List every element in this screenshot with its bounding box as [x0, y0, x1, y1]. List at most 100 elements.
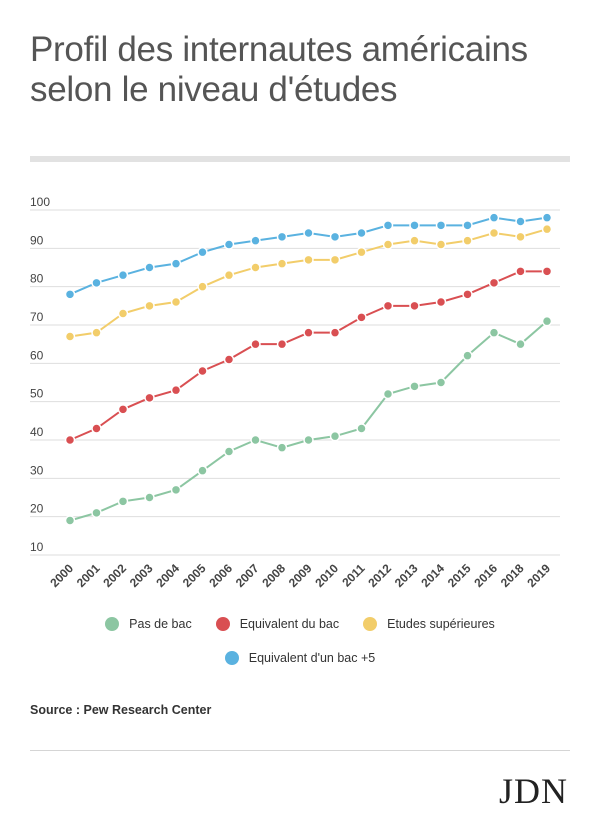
chart-title: Profil des internautes américains selon …: [30, 30, 528, 109]
legend-swatch-equivalent-du-bac: [215, 617, 230, 631]
data-point-equivalent-d-un-bac-5: [409, 220, 420, 231]
data-point-pas-de-bac: [276, 442, 288, 453]
data-point-equivalent-du-bac: [64, 434, 76, 446]
data-point-pas-de-bac: [515, 338, 526, 350]
x-tick-label: 2003: [127, 561, 156, 590]
y-tick-label: 100: [30, 195, 50, 209]
y-tick-label: 50: [30, 387, 44, 401]
data-point-equivalent-d-un-bac-5: [144, 262, 155, 273]
data-point-equivalent-du-bac: [356, 312, 367, 323]
legend-row-1: Pas de bac Equivalent du bac Etudes supé…: [0, 617, 600, 631]
data-point-etudes-superieures: [144, 300, 155, 312]
x-tick-label: 2016: [471, 561, 500, 590]
data-point-etudes-superieures: [91, 327, 102, 338]
data-point-equivalent-du-bac: [488, 277, 500, 289]
legend-swatch-pas-de-bac: [105, 617, 120, 631]
y-tick-label: 90: [30, 233, 44, 247]
y-tick-label: 60: [30, 348, 44, 362]
data-point-equivalent-du-bac: [91, 423, 102, 434]
data-point-equivalent-d-un-bac-5: [64, 289, 76, 300]
data-point-equivalent-d-un-bac-5: [329, 231, 341, 243]
data-point-pas-de-bac: [144, 492, 155, 503]
data-point-etudes-superieures: [329, 254, 341, 266]
data-point-etudes-superieures: [250, 262, 261, 273]
data-point-equivalent-du-bac: [250, 338, 261, 350]
data-point-equivalent-du-bac: [435, 296, 447, 308]
data-point-pas-de-bac: [435, 377, 447, 388]
y-tick-label: 80: [30, 272, 44, 286]
data-point-equivalent-d-un-bac-5: [462, 220, 473, 231]
data-point-equivalent-d-un-bac-5: [303, 227, 314, 239]
data-point-etudes-superieures: [64, 331, 76, 342]
legend-swatch-etudes-superieures: [363, 617, 378, 631]
data-point-equivalent-d-un-bac-5: [356, 227, 367, 239]
data-point-etudes-superieures: [170, 296, 182, 308]
legend-label-equivalent-du-bac: Equivalent du bac: [239, 617, 340, 631]
series-line-pas-de-bac: [69, 320, 548, 522]
data-point-etudes-superieures: [541, 223, 553, 235]
x-tick-label: 2015: [445, 561, 474, 590]
data-point-equivalent-du-bac: [541, 266, 553, 277]
data-point-equivalent-d-un-bac-5: [223, 239, 235, 250]
data-point-pas-de-bac: [303, 434, 314, 446]
x-tick-label: 2002: [100, 561, 129, 590]
legend-item-equivalent-bac-plus-5: Equivalent d'un bac +5: [224, 651, 375, 665]
data-point-equivalent-du-bac: [170, 384, 182, 396]
y-tick-label: 10: [30, 540, 44, 554]
data-point-pas-de-bac: [356, 423, 367, 434]
legend-swatch-equivalent-bac-plus-5: [224, 651, 239, 665]
series-line-etudes-superieures: [69, 228, 548, 338]
data-point-etudes-superieures: [462, 235, 473, 246]
data-point-equivalent-d-un-bac-5: [488, 212, 500, 223]
x-tick-label: 2013: [392, 561, 421, 590]
data-point-equivalent-du-bac: [276, 338, 288, 350]
data-point-pas-de-bac: [488, 327, 500, 338]
data-point-etudes-superieures: [488, 227, 500, 239]
data-point-pas-de-bac: [382, 388, 394, 400]
title-divider: [30, 156, 570, 162]
x-tick-label: 2007: [233, 561, 262, 590]
data-point-equivalent-du-bac: [197, 365, 208, 377]
x-tick-label: 2018: [498, 561, 527, 590]
data-point-pas-de-bac: [91, 507, 102, 519]
footer-divider: [30, 750, 570, 751]
data-point-equivalent-du-bac: [462, 289, 473, 300]
data-point-equivalent-d-un-bac-5: [276, 231, 288, 243]
data-point-equivalent-d-un-bac-5: [435, 220, 447, 231]
data-point-pas-de-bac: [409, 381, 420, 392]
x-tick-label: 2005: [180, 561, 209, 590]
source-note: Source : Pew Research Center: [30, 703, 212, 717]
jdn-logo: JDN: [498, 771, 568, 811]
line-chart: 1020304050607080901002000200120022003200…: [30, 195, 560, 590]
legend-row-2: Equivalent d'un bac +5: [0, 651, 600, 665]
data-point-equivalent-du-bac: [409, 300, 420, 312]
data-point-equivalent-d-un-bac-5: [170, 258, 182, 269]
data-point-equivalent-du-bac: [515, 266, 526, 277]
x-tick-label: 2009: [286, 561, 315, 590]
data-point-equivalent-d-un-bac-5: [117, 269, 129, 281]
data-point-equivalent-d-un-bac-5: [250, 235, 261, 246]
legend-item-etudes-superieures: Etudes supérieures: [363, 617, 495, 631]
data-point-equivalent-du-bac: [382, 300, 394, 312]
data-point-equivalent-du-bac: [303, 327, 314, 338]
data-point-equivalent-du-bac: [144, 392, 155, 404]
data-point-etudes-superieures: [382, 239, 394, 250]
data-point-etudes-superieures: [409, 235, 420, 246]
data-point-etudes-superieures: [515, 231, 526, 243]
data-point-etudes-superieures: [435, 239, 447, 250]
data-point-etudes-superieures: [276, 258, 288, 269]
data-point-equivalent-du-bac: [329, 327, 341, 338]
x-tick-label: 2012: [365, 561, 394, 590]
data-point-equivalent-d-un-bac-5: [541, 212, 553, 223]
data-point-pas-de-bac: [170, 484, 182, 496]
x-tick-label: 2008: [259, 561, 288, 590]
y-tick-label: 20: [30, 502, 44, 516]
data-point-equivalent-d-un-bac-5: [515, 216, 526, 227]
data-point-pas-de-bac: [462, 350, 473, 361]
data-point-pas-de-bac: [541, 315, 553, 327]
series-line-equivalent-du-bac: [69, 270, 547, 441]
x-tick-label: 2014: [418, 561, 447, 590]
x-tick-label: 2010: [312, 561, 341, 590]
y-tick-label: 40: [30, 425, 44, 439]
data-point-pas-de-bac: [117, 496, 129, 507]
